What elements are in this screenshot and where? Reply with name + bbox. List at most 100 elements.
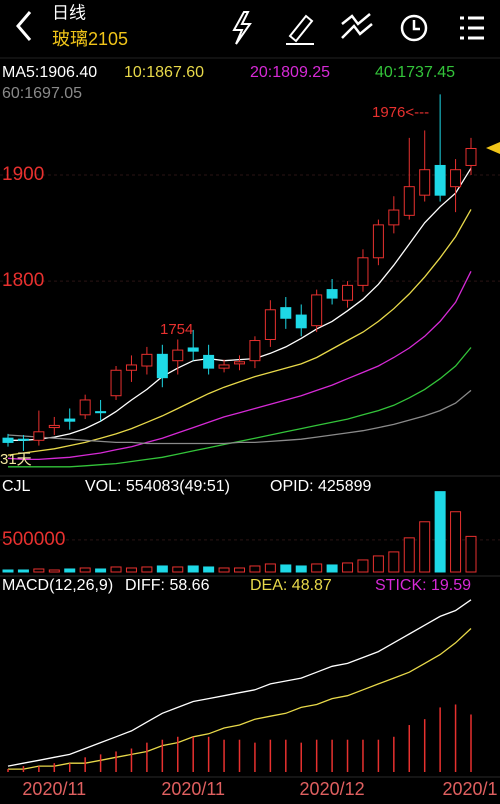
- y-tick-label: 500000: [2, 529, 65, 550]
- x-tick-label: 2020/11: [22, 779, 86, 799]
- moving-average-line: [7, 209, 472, 456]
- volume-bar: [342, 562, 354, 573]
- y-tick-label: 1900: [2, 164, 44, 185]
- candle-body: [203, 354, 215, 369]
- volume-bar: [234, 567, 245, 573]
- candle-body: [48, 424, 60, 429]
- candle-body: [264, 309, 276, 340]
- candle-body: [311, 294, 323, 327]
- volume-bar: [403, 537, 415, 573]
- volume-bar: [48, 569, 60, 573]
- volume-bar: [450, 511, 462, 573]
- volume-bar: [264, 563, 276, 573]
- candle-body: [33, 431, 45, 441]
- volume-bar: [280, 564, 292, 573]
- volume-bar: [218, 567, 230, 573]
- volume-bar: [249, 565, 261, 573]
- candle-body: [64, 418, 76, 422]
- moving-average-line: [7, 389, 472, 445]
- candle-body: [156, 353, 168, 379]
- candle-body: [326, 289, 338, 299]
- candle-body: [419, 169, 431, 196]
- volume-bar: [125, 567, 137, 573]
- volume-bar: [64, 568, 76, 573]
- volume-bar: [203, 566, 215, 573]
- legend-label: MA5:1906.40: [2, 64, 97, 81]
- annotation: 1754: [160, 321, 193, 338]
- candle-body: [372, 224, 384, 259]
- legend-label: 10:1867.60: [124, 64, 204, 81]
- legend-label: 40:1737.45: [375, 64, 455, 81]
- volume-bar: [187, 565, 199, 573]
- panel-title: MACD(12,26,9): [2, 577, 113, 594]
- volume-bar: [311, 563, 323, 573]
- candle-body: [434, 164, 446, 196]
- candle-body: [125, 364, 137, 371]
- candle-body: [172, 349, 184, 362]
- candle-body: [295, 314, 307, 329]
- candle-body: [79, 399, 91, 416]
- annotation: OPID: 425899: [270, 478, 372, 495]
- annotation: 31天: [0, 451, 32, 468]
- volume-bar: [465, 535, 477, 573]
- candle-body: [141, 353, 153, 367]
- price-pointer: [486, 142, 500, 154]
- volume-bar: [33, 568, 45, 573]
- volume-bar: [141, 566, 153, 573]
- candle-body: [342, 284, 354, 301]
- annotation: 1976<---: [372, 104, 429, 121]
- indicator-icon[interactable]: [341, 13, 373, 39]
- candle-body: [218, 364, 230, 369]
- candle-body: [465, 147, 477, 166]
- volume-bar: [17, 569, 29, 573]
- candle-body: [450, 169, 462, 188]
- legend-label: DIFF: 58.66: [125, 577, 210, 594]
- candle-body: [110, 369, 122, 397]
- moving-average-line: [8, 347, 472, 468]
- volume-bar: [326, 564, 338, 573]
- candle-body: [17, 438, 29, 441]
- clock-icon[interactable]: [400, 14, 428, 42]
- candle-body: [234, 361, 245, 365]
- volume-bar: [357, 559, 369, 573]
- volume-bar: [95, 568, 107, 573]
- volume-bar: [172, 566, 184, 573]
- x-tick-label: 2020/12: [300, 779, 365, 799]
- menu-icon[interactable]: [460, 16, 484, 40]
- macd-line: [7, 599, 472, 767]
- candle-body: [187, 347, 199, 352]
- x-tick-label: 2020/1: [442, 779, 497, 799]
- candle-body: [280, 307, 292, 319]
- x-tick-label: 2020/11: [161, 779, 225, 799]
- period-title: 日线: [52, 3, 86, 22]
- symbol: 玻璃2105: [52, 29, 128, 49]
- y-tick-label: 1800: [2, 270, 44, 291]
- moving-average-line: [7, 271, 472, 461]
- legend-label: STICK: 19.59: [375, 577, 471, 594]
- candle-body: [357, 257, 369, 286]
- volume-bar: [110, 566, 122, 573]
- legend-label: VOL: 554083(49:51): [85, 478, 230, 495]
- volume-bar: [388, 551, 400, 573]
- candle-body: [403, 186, 415, 216]
- flash-icon[interactable]: [232, 11, 252, 45]
- legend-label: DEA: 48.87: [250, 577, 332, 594]
- volume-bar: [372, 555, 384, 573]
- volume-bar: [434, 491, 446, 573]
- legend-label: 60:1697.05: [2, 85, 82, 102]
- volume-bar: [156, 565, 168, 573]
- panel-title: CJL: [2, 478, 31, 495]
- candle-body: [249, 340, 261, 362]
- candle-body: [95, 411, 107, 414]
- legend-label: 20:1809.25: [250, 64, 330, 81]
- volume-bar: [419, 521, 431, 573]
- volume-bar: [79, 567, 91, 573]
- back-button[interactable]: [16, 11, 32, 41]
- draw-icon[interactable]: [286, 14, 314, 45]
- volume-bar: [2, 569, 14, 573]
- candle-body: [388, 209, 400, 226]
- candle-body: [2, 437, 14, 443]
- volume-bar: [295, 565, 307, 573]
